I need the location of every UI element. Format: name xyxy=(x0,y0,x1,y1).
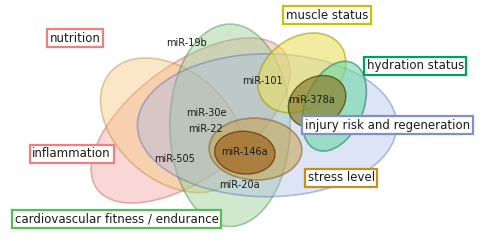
Ellipse shape xyxy=(209,118,302,180)
Text: miR-22: miR-22 xyxy=(188,124,224,134)
Ellipse shape xyxy=(138,54,396,197)
Text: stress level: stress level xyxy=(308,171,374,184)
Text: miR-146a: miR-146a xyxy=(222,147,268,157)
Text: cardiovascular fitness / endurance: cardiovascular fitness / endurance xyxy=(14,213,218,226)
Text: miR-19b: miR-19b xyxy=(166,38,206,48)
Text: miR-20a: miR-20a xyxy=(219,180,260,190)
Ellipse shape xyxy=(258,33,346,113)
Text: miR-101: miR-101 xyxy=(242,76,282,86)
Text: miR-505: miR-505 xyxy=(154,154,195,164)
Text: muscle status: muscle status xyxy=(286,9,368,22)
Ellipse shape xyxy=(302,61,366,151)
Text: inflammation: inflammation xyxy=(32,147,111,160)
Text: nutrition: nutrition xyxy=(50,32,100,45)
Ellipse shape xyxy=(100,58,244,193)
Ellipse shape xyxy=(214,131,275,174)
Text: hydration status: hydration status xyxy=(366,59,464,72)
Ellipse shape xyxy=(170,24,290,227)
Text: miR-378a: miR-378a xyxy=(288,95,336,105)
Ellipse shape xyxy=(91,38,290,203)
Ellipse shape xyxy=(288,75,346,127)
Text: miR-30e: miR-30e xyxy=(186,108,227,118)
Text: injury risk and regeneration: injury risk and regeneration xyxy=(305,119,470,132)
